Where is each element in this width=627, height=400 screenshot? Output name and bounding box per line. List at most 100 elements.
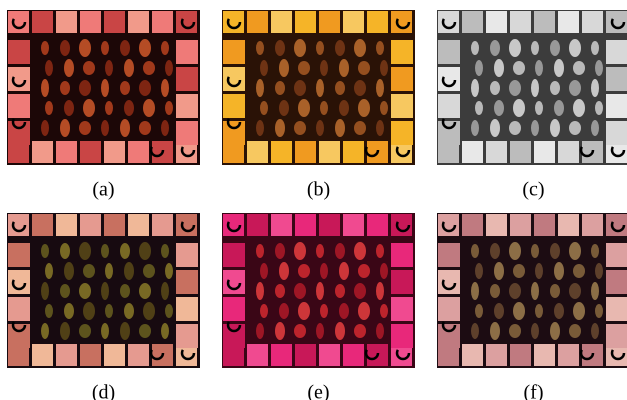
seed [45, 101, 53, 115]
seed [41, 79, 49, 97]
seed [79, 121, 91, 135]
calibration-square [80, 141, 101, 163]
seed [294, 39, 306, 57]
seed [83, 99, 95, 117]
seed [165, 304, 173, 318]
seed [569, 283, 581, 299]
seed [509, 39, 521, 57]
calibration-square [80, 214, 101, 236]
calibration-square [606, 40, 627, 64]
calibration-square [438, 243, 460, 267]
calibration-square [271, 11, 292, 33]
calibration-square [271, 141, 292, 163]
seed [494, 100, 504, 116]
seed [143, 264, 155, 278]
seed [45, 60, 53, 76]
calibration-square [367, 11, 388, 33]
seed [41, 41, 49, 55]
seed [376, 282, 384, 300]
seed [60, 284, 70, 298]
seed [550, 81, 560, 95]
seed [475, 304, 483, 318]
seed [380, 60, 388, 76]
seed [60, 243, 70, 259]
seed [595, 263, 603, 279]
calibration-square [486, 141, 507, 163]
seed [101, 120, 109, 136]
seed [513, 61, 525, 75]
seed [591, 323, 599, 339]
seed [335, 243, 345, 259]
seed [490, 119, 500, 137]
seed [294, 283, 306, 299]
seed [139, 283, 151, 299]
seed [41, 323, 49, 339]
calibration-square [438, 94, 460, 118]
seed [64, 59, 74, 77]
calibration-square [128, 344, 149, 366]
seed [535, 263, 543, 279]
seed [316, 323, 324, 339]
seed [531, 244, 539, 258]
seed [143, 99, 155, 117]
calibration-square [223, 297, 245, 321]
seed [320, 263, 328, 279]
seed [41, 244, 49, 258]
seed [550, 119, 560, 137]
seed [161, 323, 169, 339]
seed [260, 263, 268, 279]
calibration-square [343, 344, 364, 366]
seed [490, 81, 500, 95]
seed [79, 324, 91, 338]
seed [376, 79, 384, 97]
calibration-square [486, 214, 507, 236]
calibration-square [558, 214, 579, 236]
calibration-square [128, 141, 149, 163]
seed [64, 262, 74, 280]
calibration-square [606, 243, 627, 267]
seed [376, 41, 384, 55]
calibration-square [8, 40, 30, 64]
seed [513, 99, 525, 117]
seed [120, 322, 130, 340]
seed [298, 99, 310, 117]
seed [165, 101, 173, 115]
calibration-square [510, 11, 531, 33]
calibration-square [367, 214, 388, 236]
calibration-square [319, 344, 340, 366]
calibration-square [438, 121, 460, 145]
seed [161, 120, 169, 136]
calibration-square [176, 121, 198, 145]
seed [531, 79, 539, 97]
calibration-square [438, 40, 460, 64]
seed [161, 244, 169, 258]
seed [41, 120, 49, 136]
seed [573, 264, 585, 278]
panel-image [222, 213, 415, 368]
seed [509, 121, 521, 135]
seed [509, 283, 521, 299]
seed [376, 323, 384, 339]
seed [550, 284, 560, 298]
calibration-square [319, 11, 340, 33]
seed [535, 304, 543, 318]
seed [376, 120, 384, 136]
calibration-square [462, 214, 483, 236]
seed [279, 303, 289, 319]
calibration-square [32, 141, 53, 163]
seed [335, 81, 345, 95]
seed [320, 60, 328, 76]
calibration-square [438, 324, 460, 348]
seed [595, 101, 603, 115]
seed [120, 119, 130, 137]
calibration-square [319, 214, 340, 236]
seed [509, 80, 521, 96]
calibration-square [582, 214, 603, 236]
calibration-square [56, 11, 77, 33]
seed [161, 79, 169, 97]
panel-image [437, 213, 627, 368]
calibration-square [606, 270, 627, 294]
calibration-square [8, 94, 30, 118]
seed [380, 304, 388, 318]
seed [83, 302, 95, 320]
